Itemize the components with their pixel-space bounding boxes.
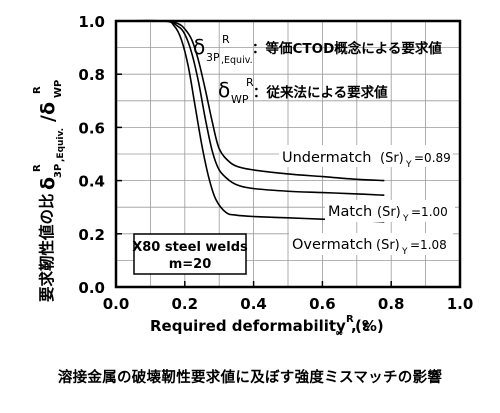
x-tick-label: 0.4 bbox=[240, 295, 267, 313]
y-tick-label: 0.4 bbox=[78, 173, 105, 191]
label-overmatch-index: Y bbox=[401, 247, 408, 257]
x-axis-label: Required deformability , ε ∞ R (%) bbox=[150, 314, 384, 339]
legend-equiv-text: ：等価CTOD概念による要求値 bbox=[252, 40, 442, 57]
y-axis-label-slash: /δ bbox=[37, 102, 59, 122]
legend-equiv-sub2: ,Equiv. bbox=[221, 55, 253, 66]
x-tick-label: 0.2 bbox=[172, 295, 199, 313]
legend-equiv-sub: 3P bbox=[206, 51, 220, 64]
axis-ticks: 0.0 0.2 0.4 0.6 0.8 1.0 0.0 0.2 0.4 0.6 0.8 1.0 bbox=[78, 13, 473, 313]
y-axis-label: 要求靭性値の比 δ 3P ,Equiv. R /δ WP R bbox=[32, 80, 66, 302]
y-axis-label-delta: δ bbox=[37, 177, 59, 190]
figure-caption: 溶接金属の破壊靭性要求値に及ぼす強度ミスマッチの影響 bbox=[57, 370, 443, 386]
y-tick-label: 0.0 bbox=[78, 279, 105, 297]
label-match: Match (Sr) Y =1.00 bbox=[325, 200, 455, 224]
y-tick-label: 0.2 bbox=[78, 226, 105, 244]
series-lines bbox=[115, 19, 385, 223]
plot-frame bbox=[114, 19, 462, 289]
y-tick-label: 0.8 bbox=[78, 66, 105, 84]
x-axis-label-sup: R bbox=[346, 314, 354, 325]
x-tick-label: 0.8 bbox=[378, 295, 405, 313]
x-tick-label: 0.6 bbox=[309, 295, 336, 313]
label-overmatch-sr: (Sr) bbox=[376, 238, 400, 253]
series-line-undermatch bbox=[115, 20, 385, 182]
label-match-name: Match bbox=[328, 204, 372, 220]
x-axis-label-unit: (%) bbox=[355, 317, 384, 335]
legend-wp-sub: WP bbox=[231, 93, 249, 106]
chart: 0.0 0.2 0.4 0.6 0.8 1.0 0.0 0.2 0.4 0.6 0.8 1.0 δ 3… bbox=[32, 13, 473, 339]
x-axis-label-text: Required deformability , ε bbox=[150, 317, 370, 335]
series-line-overmatch bbox=[115, 19, 385, 223]
y-axis-label-num-sub: 3P bbox=[53, 164, 64, 178]
legend-wp: δ WP R ：従来法による要求値 bbox=[218, 76, 388, 106]
label-match-sr: (Sr) bbox=[377, 205, 401, 220]
legend-wp-text: ：従来法による要求値 bbox=[253, 84, 388, 101]
legend-equiv-sup: R bbox=[222, 33, 230, 46]
y-axis-label-num-sub2: ,Equiv. bbox=[56, 128, 66, 162]
y-axis-label-jp: 要求靭性値の比 bbox=[37, 193, 56, 302]
x-tick-label: 1.0 bbox=[447, 295, 474, 313]
annotation-line1: X80 steel welds bbox=[132, 240, 248, 255]
y-axis-label-den-sub: WP bbox=[53, 80, 64, 98]
x-tick-label: 0.0 bbox=[103, 295, 130, 313]
x-axis-label-sub: ∞ bbox=[335, 328, 343, 339]
label-overmatch-value: =1.08 bbox=[410, 238, 447, 252]
legend-wp-sup: R bbox=[246, 76, 254, 89]
label-undermatch: Undermatch (Sr) Y =0.89 bbox=[279, 145, 453, 170]
label-match-value: =1.00 bbox=[411, 205, 448, 219]
y-axis-label-num-sup: R bbox=[32, 164, 43, 172]
label-undermatch-value: =0.89 bbox=[414, 151, 451, 165]
y-tick-label: 1.0 bbox=[78, 13, 105, 31]
y-tick-label: 0.6 bbox=[78, 119, 105, 137]
label-overmatch: Overmatch (Sr) Y =1.08 bbox=[289, 233, 453, 257]
y-axis-label-den-sup: R bbox=[32, 86, 43, 94]
label-match-index: Y bbox=[402, 214, 409, 224]
label-undermatch-sr: (Sr) bbox=[380, 151, 404, 166]
legend-wp-symbol: δ bbox=[218, 78, 230, 102]
series-line-match bbox=[115, 19, 385, 197]
legend-equiv-symbol: δ bbox=[193, 35, 205, 59]
annotation-box: X80 steel welds m=20 bbox=[132, 233, 248, 275]
label-overmatch-name: Overmatch bbox=[292, 237, 372, 253]
annotation-line2: m=20 bbox=[169, 257, 212, 272]
label-undermatch-name: Undermatch bbox=[282, 150, 372, 166]
legend-equiv: δ 3P ,Equiv. R ：等価CTOD概念による要求値 bbox=[193, 33, 442, 66]
label-undermatch-index: Y bbox=[405, 160, 412, 170]
